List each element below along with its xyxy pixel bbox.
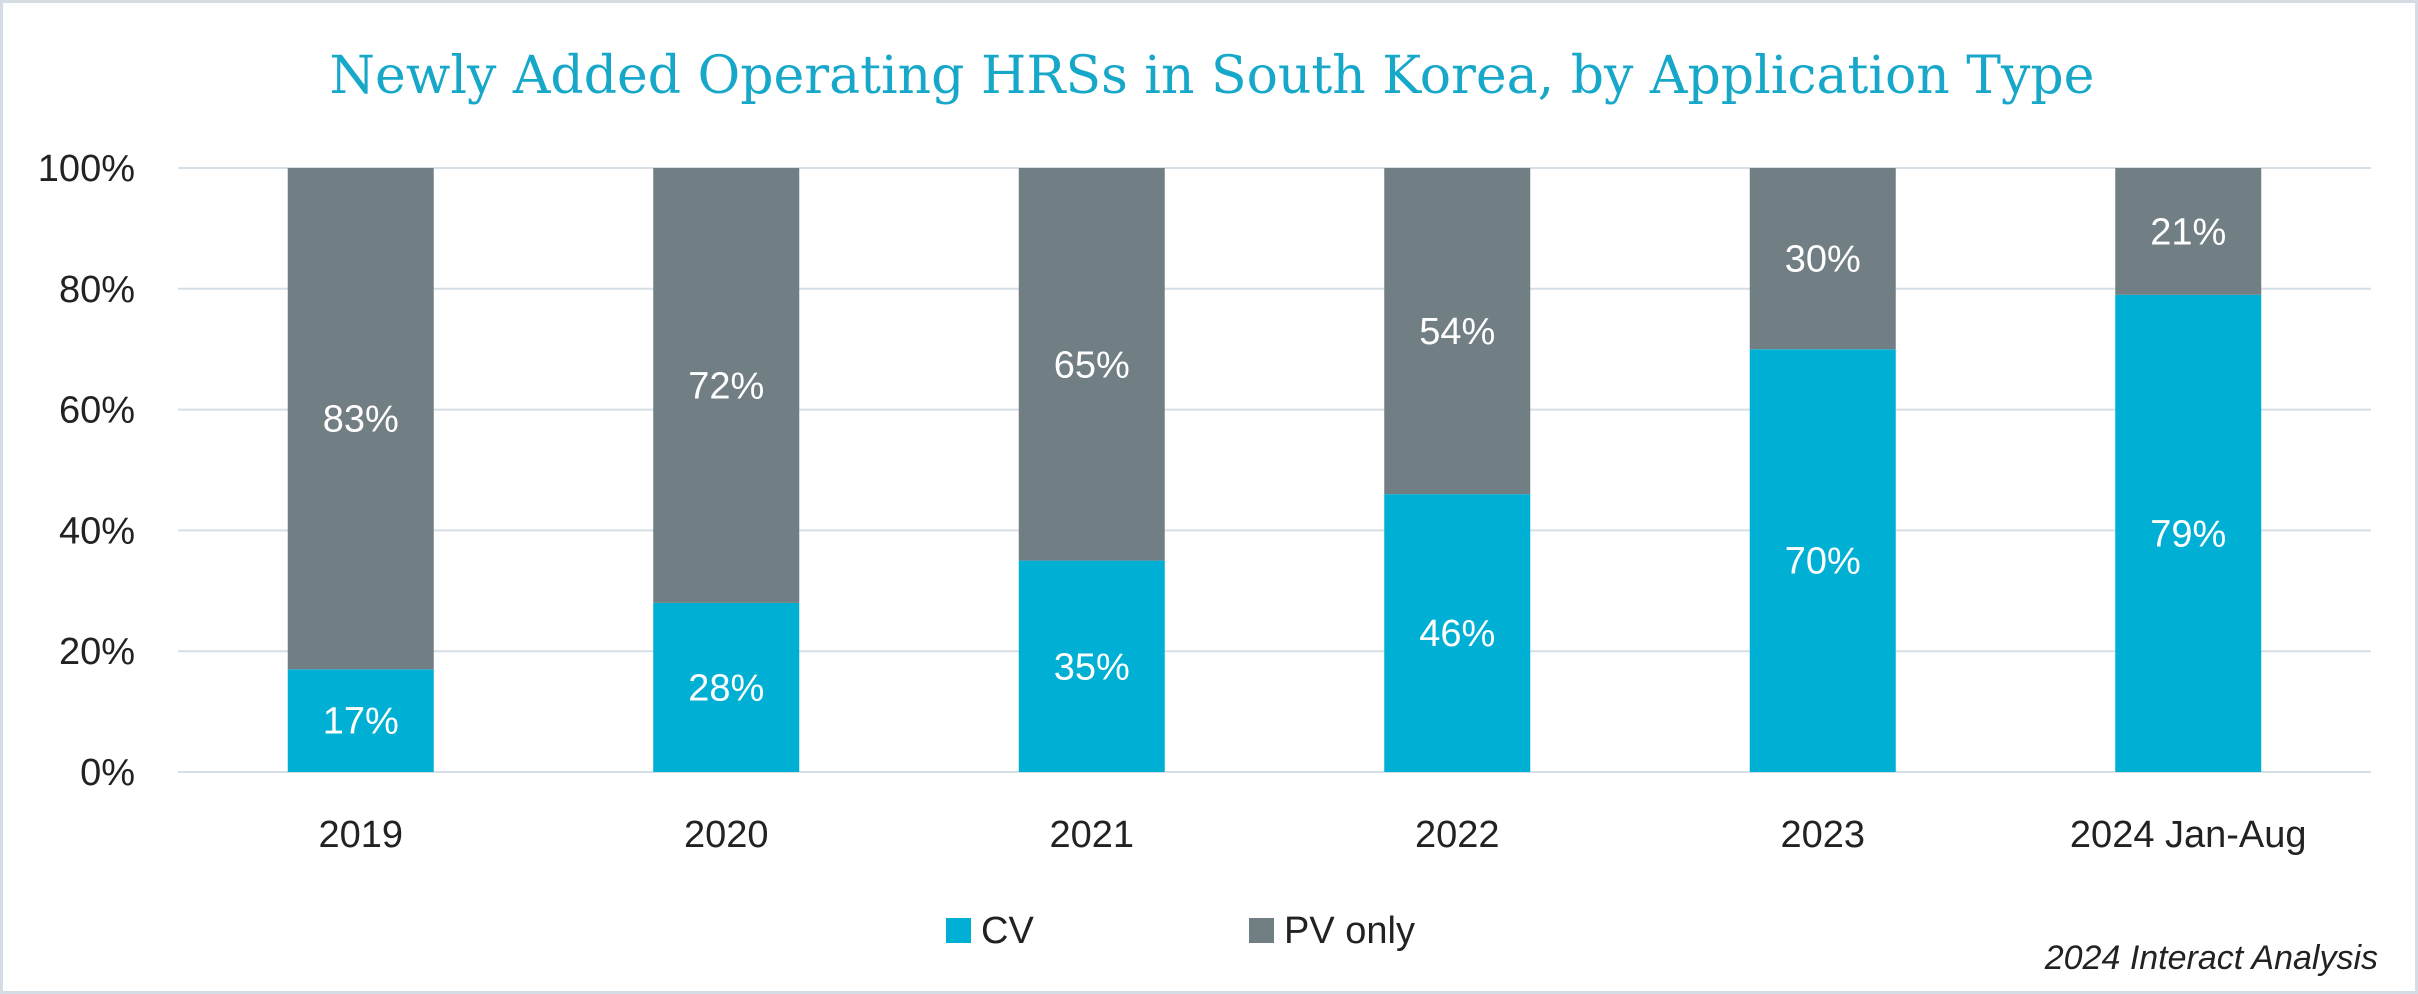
legend-label: CV bbox=[981, 910, 1034, 952]
x-tick-label: 2022 bbox=[1415, 814, 1500, 856]
bar-pv-only-2024-jan-aug bbox=[2115, 168, 2262, 295]
data-label: 72% bbox=[688, 365, 764, 407]
x-axis-ticks: 2019 2020 2021 2022 2023 2024 Jan-Aug bbox=[318, 814, 2306, 856]
data-label: 83% bbox=[323, 399, 399, 441]
y-tick-label: 60% bbox=[59, 390, 135, 432]
data-label: 35% bbox=[1054, 646, 1130, 688]
bar-cv-2023 bbox=[1749, 349, 1896, 772]
bar-cv-2019 bbox=[287, 669, 434, 772]
bar-pv-only-2019 bbox=[287, 168, 434, 670]
data-label: 46% bbox=[1419, 613, 1495, 655]
gridlines bbox=[178, 167, 2371, 773]
x-tick-label: 2020 bbox=[684, 814, 769, 856]
bar-pv-only-2020 bbox=[653, 168, 800, 603]
source-note: 2024 Interact Analysis bbox=[2044, 939, 2378, 977]
y-tick-label: 100% bbox=[38, 148, 135, 190]
legend-swatch-cv bbox=[946, 918, 971, 943]
legend: CV PV only bbox=[946, 910, 1415, 952]
bar-pv-only-2022 bbox=[1384, 168, 1531, 495]
bar-cv-2024-jan-aug bbox=[2115, 294, 2262, 772]
y-axis-ticks: 0% 20% 40% 60% 80% 100% bbox=[38, 148, 135, 794]
bar-labels: 17% 83% 28% 72% 35% 65% 46% 54% 70% 30% 79% 21% bbox=[323, 211, 2227, 742]
data-label: 54% bbox=[1419, 311, 1495, 353]
y-tick-label: 20% bbox=[59, 631, 135, 673]
data-label: 28% bbox=[688, 667, 764, 709]
x-tick-label: 2019 bbox=[318, 814, 403, 856]
chart-title: Newly Added Operating HRSs in South Kore… bbox=[330, 46, 2095, 106]
data-label: 79% bbox=[2150, 513, 2226, 555]
x-tick-label: 2021 bbox=[1049, 814, 1134, 856]
bar-cv-2020 bbox=[653, 602, 800, 772]
y-tick-label: 0% bbox=[80, 752, 135, 794]
bar-pv-only-2023 bbox=[1749, 168, 1896, 350]
y-tick-label: 40% bbox=[59, 510, 135, 552]
data-label: 21% bbox=[2150, 211, 2226, 253]
data-label: 30% bbox=[1785, 239, 1861, 281]
x-tick-label: 2023 bbox=[1780, 814, 1865, 856]
data-label: 70% bbox=[1785, 541, 1861, 583]
data-label: 65% bbox=[1054, 344, 1130, 386]
y-tick-label: 80% bbox=[59, 269, 135, 311]
chart-svg: Newly Added Operating HRSs in South Kore… bbox=[38, 46, 2378, 977]
data-label: 17% bbox=[323, 701, 399, 743]
bar-cv-2021 bbox=[1018, 560, 1165, 772]
legend-swatch-pv-only bbox=[1249, 918, 1274, 943]
legend-label: PV only bbox=[1284, 910, 1415, 952]
bars bbox=[287, 168, 2262, 772]
x-tick-label: 2024 Jan-Aug bbox=[2070, 814, 2307, 856]
bar-cv-2022 bbox=[1384, 494, 1531, 772]
bar-pv-only-2021 bbox=[1018, 168, 1165, 561]
